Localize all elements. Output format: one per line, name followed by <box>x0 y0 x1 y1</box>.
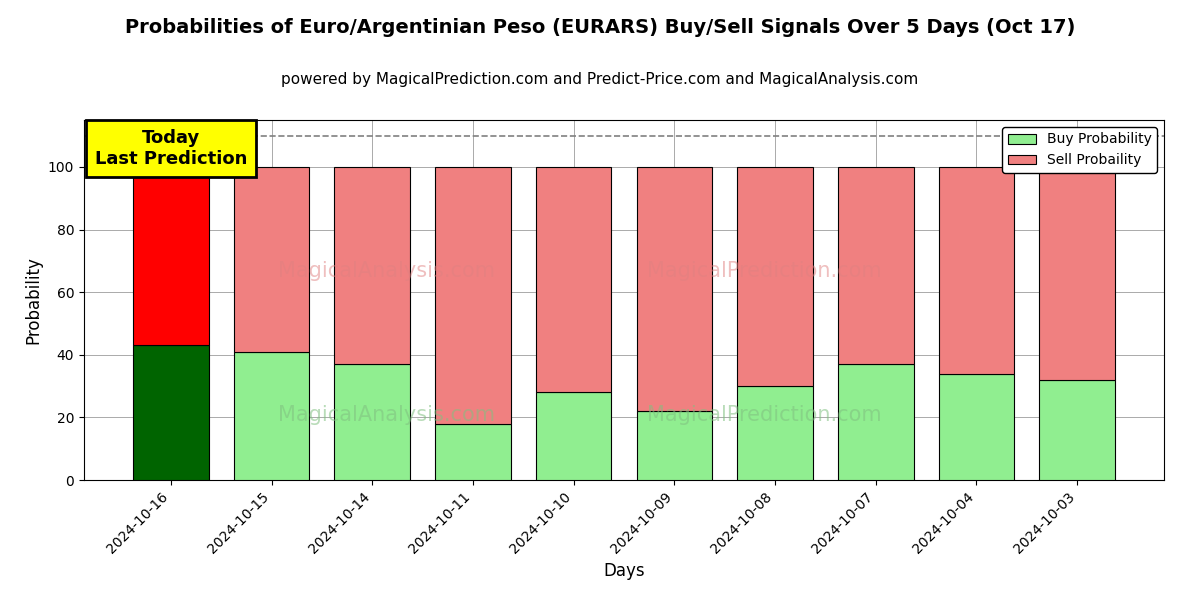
Text: MagicalAnalysis.com: MagicalAnalysis.com <box>278 405 494 425</box>
Bar <box>335 364 410 480</box>
Bar <box>133 167 209 346</box>
Text: Today
Last Prediction: Today Last Prediction <box>95 130 247 168</box>
Y-axis label: Probability: Probability <box>24 256 42 344</box>
Bar <box>737 386 812 480</box>
X-axis label: Days: Days <box>604 562 644 580</box>
Bar <box>737 167 812 386</box>
Bar <box>133 346 209 480</box>
Bar <box>234 352 310 480</box>
Bar <box>938 374 1014 480</box>
Bar <box>536 392 612 480</box>
Bar <box>838 167 913 364</box>
Bar <box>636 167 712 411</box>
Bar <box>436 167 511 424</box>
Bar <box>436 424 511 480</box>
Text: MagicalAnalysis.com: MagicalAnalysis.com <box>278 261 494 281</box>
Bar <box>636 411 712 480</box>
Text: powered by MagicalPrediction.com and Predict-Price.com and MagicalAnalysis.com: powered by MagicalPrediction.com and Pre… <box>281 72 919 87</box>
Bar <box>335 167 410 364</box>
Legend: Buy Probability, Sell Probaility: Buy Probability, Sell Probaility <box>1002 127 1157 173</box>
Bar <box>536 167 612 392</box>
Text: MagicalPrediction.com: MagicalPrediction.com <box>647 261 882 281</box>
Bar <box>1039 380 1115 480</box>
Bar <box>234 167 310 352</box>
Bar <box>838 364 913 480</box>
Text: MagicalPrediction.com: MagicalPrediction.com <box>647 405 882 425</box>
Bar <box>938 167 1014 374</box>
Text: Probabilities of Euro/Argentinian Peso (EURARS) Buy/Sell Signals Over 5 Days (Oc: Probabilities of Euro/Argentinian Peso (… <box>125 18 1075 37</box>
Bar <box>1039 167 1115 380</box>
